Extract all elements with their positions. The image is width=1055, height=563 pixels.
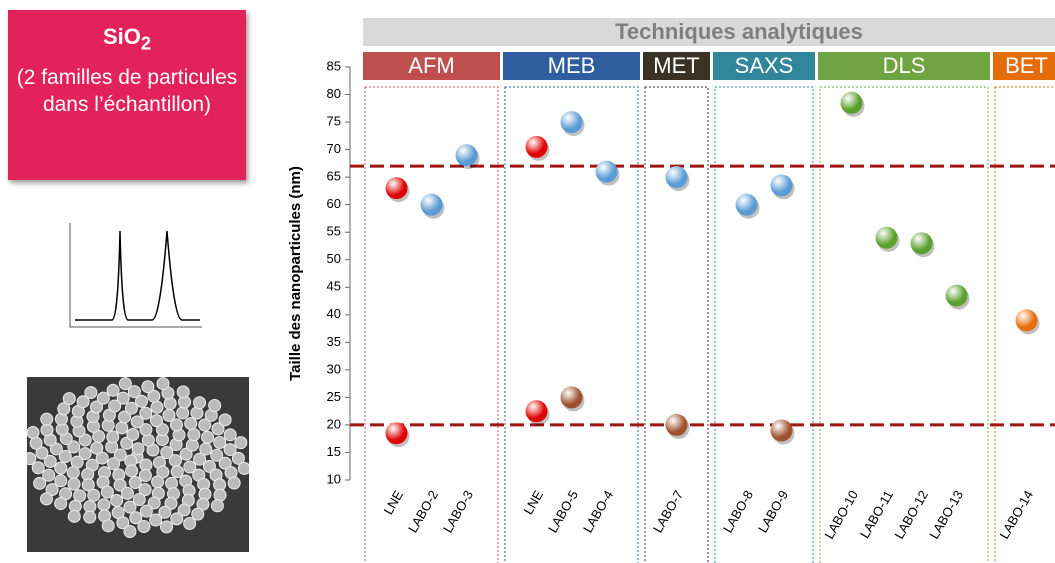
group-label: AFM [408, 53, 454, 78]
y-tick-label: 30 [327, 361, 341, 376]
group-frame [819, 86, 989, 563]
group-header [993, 52, 1055, 80]
x-tick-label: LABO-14 [996, 488, 1036, 542]
group-label: MEB [548, 53, 596, 78]
x-tick-label: LNE [380, 487, 406, 517]
point [665, 166, 688, 189]
group-frame [644, 86, 709, 563]
point [1015, 309, 1038, 332]
point [665, 413, 688, 436]
x-tick-label: LABO-9 [755, 488, 791, 536]
x-tick-label: LABO-2 [405, 488, 441, 536]
point [420, 193, 443, 216]
point [840, 91, 863, 114]
x-tick-label: LABO-11 [857, 488, 896, 541]
point [910, 232, 933, 255]
x-tick-label: LABO-13 [926, 488, 966, 542]
group-header [503, 52, 640, 80]
x-tick-label: LABO-10 [821, 488, 861, 542]
point [945, 284, 968, 307]
sample-text: (2 familles de particules dans l’échanti… [16, 66, 238, 117]
chart-title: Techniques analytiques [615, 19, 863, 44]
x-tick-label: LABO-5 [545, 488, 581, 536]
y-tick-label: 80 [327, 86, 341, 101]
point [560, 111, 583, 134]
y-tick-label: 60 [327, 196, 341, 211]
x-tick-label: LABO-12 [891, 488, 931, 542]
group-label: SAXS [735, 53, 794, 78]
x-tick-label: LABO-4 [580, 488, 616, 536]
x-tick-label: LABO-7 [650, 488, 686, 536]
group-frame [504, 86, 639, 563]
group-frame [714, 86, 814, 563]
y-tick-label: 50 [327, 251, 341, 266]
point [560, 386, 583, 409]
y-tick-label: 65 [327, 169, 341, 184]
distribution-sketch [69, 223, 202, 328]
point [735, 193, 758, 216]
group-header [818, 52, 990, 80]
point [385, 422, 408, 445]
point [455, 144, 478, 167]
y-tick-label: 55 [327, 224, 341, 239]
group-label: MET [653, 53, 699, 78]
point [770, 174, 793, 197]
formula: SiO [102, 24, 141, 49]
point [385, 177, 408, 200]
y-tick-label: 10 [327, 471, 341, 486]
sample-box: SiO2 (2 familles de particules dans l’éc… [8, 10, 246, 180]
group-label: BET [1005, 53, 1048, 78]
group-header [363, 52, 500, 80]
point [875, 226, 898, 249]
y-tick-label: 40 [327, 306, 341, 321]
x-tick-label: LNE [520, 487, 546, 517]
y-tick-label: 35 [327, 334, 341, 349]
formula-sub: 2 [140, 32, 152, 54]
point [525, 135, 548, 158]
y-axis-label: Taille des nanoparticules (nm) [287, 166, 304, 381]
y-tick-label: 85 [327, 58, 341, 73]
y-tick-label: 70 [327, 141, 341, 156]
sample-title: SiO2 [8, 24, 246, 54]
group-frame [994, 86, 1055, 563]
y-tick-label: 25 [327, 389, 341, 404]
group-label: DLS [883, 53, 926, 78]
point [770, 419, 793, 442]
x-tick-label: LABO-8 [720, 488, 756, 536]
x-tick-label: LABO-3 [440, 488, 476, 536]
group-header [713, 52, 815, 80]
point [595, 160, 618, 183]
title-bar [363, 18, 1055, 46]
group-header [643, 52, 710, 80]
group-frame [364, 86, 499, 563]
y-tick-label: 75 [327, 114, 341, 129]
sem-image [27, 377, 249, 552]
point [525, 400, 548, 423]
y-tick-label: 20 [327, 416, 341, 431]
y-tick-label: 15 [327, 444, 341, 459]
y-tick-label: 45 [327, 279, 341, 294]
